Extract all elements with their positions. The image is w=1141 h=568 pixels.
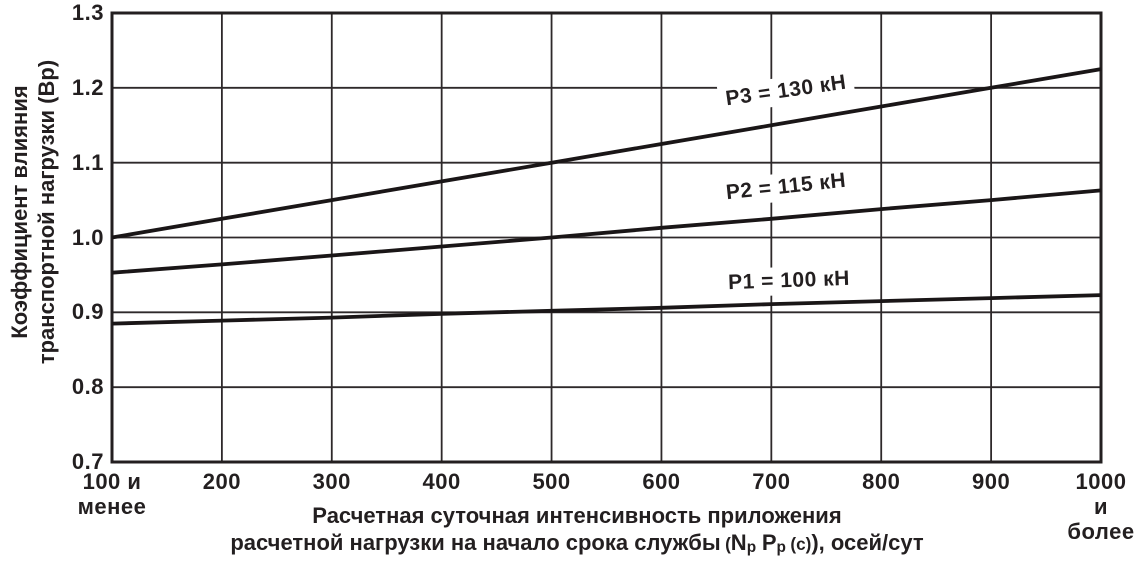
x-tick-label-900: 900 bbox=[972, 469, 1011, 494]
x-tick-label-800: 800 bbox=[862, 469, 901, 494]
formula-p-symbol: P bbox=[761, 530, 777, 555]
y-tick-label-0.8: 0.8 bbox=[71, 374, 104, 400]
y-tick-label-1.1: 1.1 bbox=[71, 149, 104, 175]
y-tick-label-1.2: 1.2 bbox=[71, 74, 104, 100]
formula-p-subscript: р bbox=[776, 538, 786, 556]
y-tick-label-1.3: 1.3 bbox=[71, 0, 104, 25]
x-tick-label-500: 500 bbox=[532, 469, 571, 494]
formula-open-paren: ( bbox=[725, 534, 731, 554]
formula-close-paren: ) bbox=[811, 530, 819, 555]
formula-c-group: (с) bbox=[790, 534, 812, 554]
formula-n-symbol: N bbox=[730, 530, 747, 555]
x-axis-title-line2-prefix: расчетной нагрузки на начало срока служб… bbox=[230, 530, 721, 555]
x-tick-label-200: 200 bbox=[202, 469, 241, 494]
series-label-1: P1 = 100 кН bbox=[720, 264, 858, 298]
x-axis-title-line2: расчетной нагрузки на начало срока служб… bbox=[230, 529, 923, 559]
x-tick-label-1000: 1000 и более bbox=[1067, 469, 1135, 544]
y-tick-label-0.7: 0.7 bbox=[71, 449, 104, 474]
x-tick-label-600: 600 bbox=[642, 469, 681, 494]
x-tick-label-700: 700 bbox=[752, 469, 791, 494]
series-label-2: P2 = 115 кН bbox=[717, 166, 855, 208]
x-axis-units: , осей/сут bbox=[818, 530, 924, 555]
x-tick-label-300: 300 bbox=[312, 469, 351, 494]
x-axis-title: Расчетная суточная интенсивность приложе… bbox=[230, 502, 923, 559]
x-tick-label-400: 400 bbox=[422, 469, 461, 494]
series-label-3: P3 = 130 кН bbox=[716, 67, 856, 115]
formula-n-subscript: р bbox=[746, 538, 757, 556]
x-tick-label-100: 100 и менее bbox=[77, 469, 147, 519]
x-axis-title-line1: Расчетная суточная интенсивность приложе… bbox=[312, 503, 842, 528]
y-tick-label-0.9: 0.9 bbox=[71, 299, 104, 325]
y-tick-label-1.0: 1.0 bbox=[71, 224, 104, 250]
